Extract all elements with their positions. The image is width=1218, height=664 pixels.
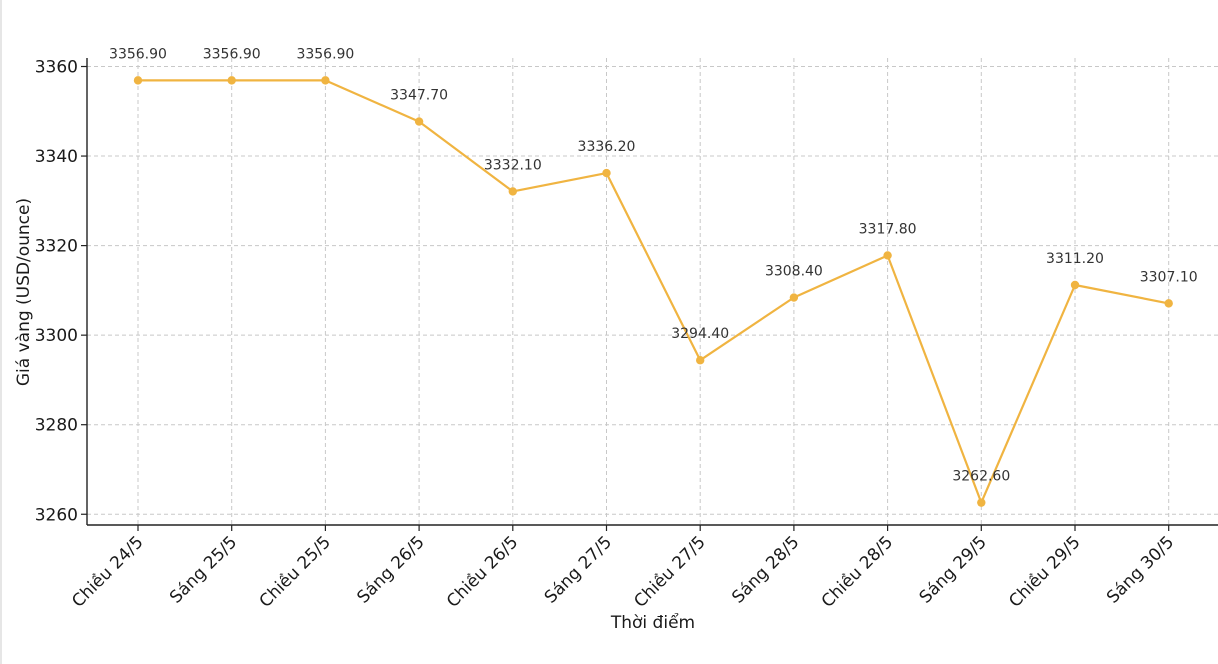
data-point	[789, 293, 799, 302]
data-point	[883, 251, 892, 260]
x-tick-label: Chiều 26/5	[442, 532, 522, 612]
data-label: 3308.40	[765, 264, 823, 280]
y-axis-title: Giá vàng (USD/ounce)	[14, 198, 34, 386]
data-label: 3356.90	[109, 46, 167, 62]
y-tick-label: 3300	[35, 326, 78, 346]
data-label: 3262.60	[952, 469, 1010, 485]
x-tick-label: Sáng 28/5	[728, 532, 803, 607]
y-tick-label: 3280	[35, 416, 78, 436]
x-tick-label: Chiều 25/5	[255, 532, 335, 612]
x-tick-label: Sáng 25/5	[166, 532, 241, 607]
data-label: 3356.90	[296, 46, 354, 62]
series-layer	[133, 76, 1173, 507]
x-tick-label: Chiều 28/5	[817, 532, 897, 612]
data-point	[321, 76, 330, 85]
data-point	[696, 356, 705, 365]
data-label: 3336.20	[578, 139, 636, 155]
grid-layer	[87, 58, 1218, 525]
series-line	[136, 79, 1170, 504]
x-tick-label: Sáng 26/5	[353, 532, 428, 607]
data-label: 3317.80	[859, 221, 917, 237]
x-tick-label: Chiều 24/5	[67, 532, 147, 612]
data-point	[227, 76, 236, 85]
data-labels-layer: 3356.90 3356.90 3356.90 3347.70 3332.10 3336.…	[109, 46, 1198, 484]
y-tick-label: 3260	[35, 505, 78, 525]
x-tick-label: Chiều 29/5	[1004, 532, 1084, 612]
data-point	[508, 187, 517, 196]
data-point	[602, 168, 611, 178]
data-label: 3294.40	[671, 326, 729, 342]
x-tick-label: Chiều 27/5	[630, 532, 710, 612]
data-point	[1164, 299, 1173, 308]
x-axis-title: Thời điểm	[610, 612, 695, 633]
data-label: 3332.10	[484, 157, 542, 173]
data-point	[1070, 280, 1080, 290]
x-tick-label: Sáng 29/5	[916, 532, 991, 607]
data-label: 3356.90	[203, 46, 261, 62]
y-tick-label: 3320	[35, 237, 78, 257]
data-point	[977, 498, 986, 507]
x-tick-label: Sáng 30/5	[1103, 532, 1178, 607]
data-label: 3307.10	[1140, 269, 1198, 285]
data-point	[414, 117, 424, 126]
data-label: 3311.20	[1046, 251, 1104, 267]
y-tick-label: 3340	[35, 147, 78, 167]
data-point	[133, 76, 143, 85]
x-tick-label: Sáng 27/5	[541, 532, 616, 607]
y-tick-label: 3360	[35, 58, 78, 78]
data-label: 3347.70	[390, 88, 448, 104]
